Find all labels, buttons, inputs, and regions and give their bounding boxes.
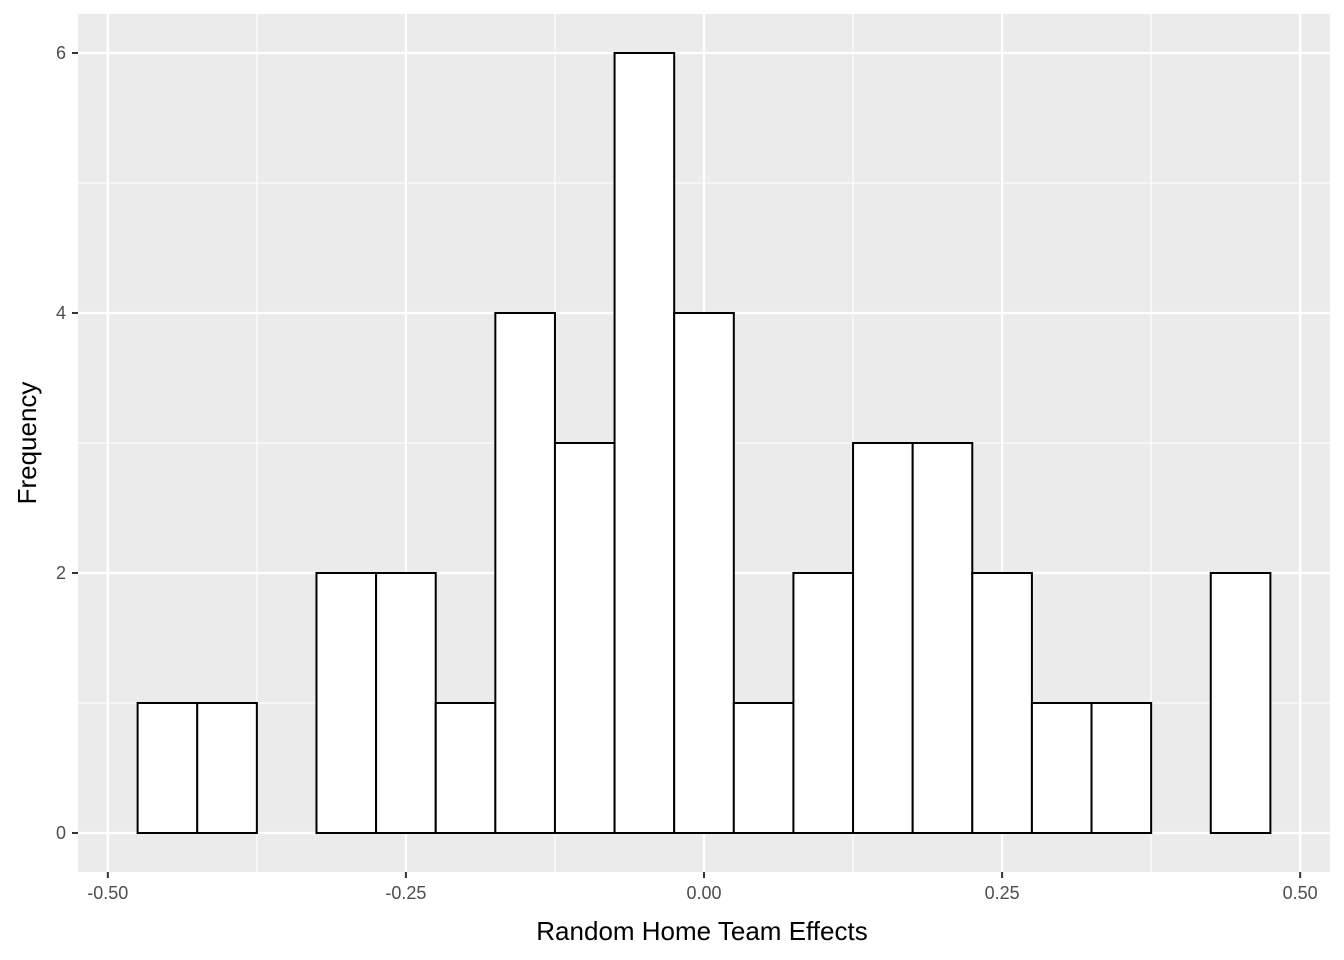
histogram-bar [315,572,378,834]
x-tick-label: 0.00 [686,883,721,903]
histogram-bar [494,312,556,834]
histogram-bar [673,312,735,834]
y-axis-title: Frequency [12,382,42,505]
histogram-bar [613,52,676,834]
y-tick-label: 2 [56,563,66,583]
x-axis: -0.50 -0.25 0.00 0.25 0.50 [87,872,1318,903]
histogram-bar [434,702,497,834]
y-tick-label: 0 [56,823,66,843]
bars [136,52,1272,834]
x-tick-label: -0.25 [385,883,426,903]
histogram-bar [553,442,616,834]
histogram-bar [196,702,258,834]
x-tick-label: 0.25 [985,883,1020,903]
histogram-bar [1030,702,1093,834]
histogram-bar [792,572,855,834]
x-tick-label: -0.50 [87,883,128,903]
histogram-bar [911,442,974,834]
histogram-bar [732,702,795,834]
x-tick-label: 0.50 [1283,883,1318,903]
y-tick-label: 4 [56,303,66,323]
histogram-bar [375,572,437,834]
histogram-bar [1209,572,1272,834]
histogram-bar [1090,702,1153,834]
histogram-bar [136,702,199,834]
y-tick-label: 6 [56,43,66,63]
histogram-bar [852,442,914,834]
y-axis: 0 2 4 6 [56,43,78,843]
histogram-bar [971,572,1033,834]
x-axis-title: Random Home Team Effects [536,916,867,946]
